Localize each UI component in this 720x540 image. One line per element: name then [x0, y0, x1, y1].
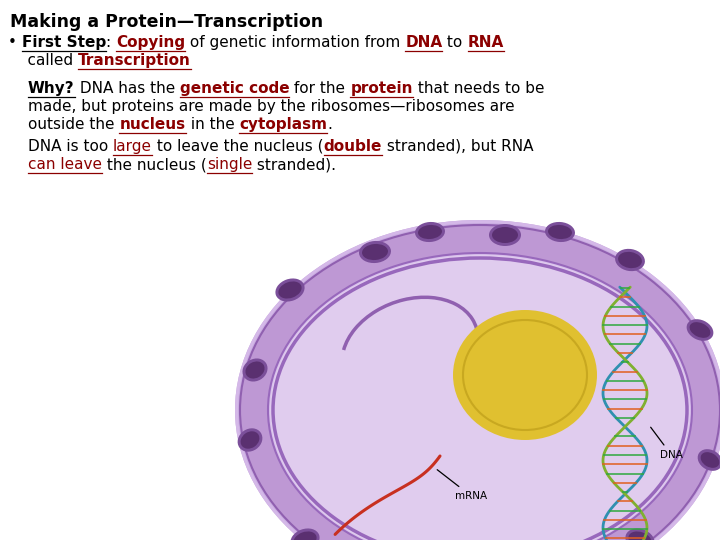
Ellipse shape: [415, 222, 445, 242]
Ellipse shape: [463, 320, 587, 430]
Ellipse shape: [293, 531, 317, 540]
Text: DNA: DNA: [651, 427, 683, 460]
Text: the nucleus (: the nucleus (: [102, 157, 207, 172]
Ellipse shape: [489, 224, 521, 246]
Text: Transcription: Transcription: [78, 53, 191, 68]
Text: that needs to be: that needs to be: [413, 80, 544, 96]
Ellipse shape: [698, 449, 720, 471]
Ellipse shape: [240, 431, 259, 449]
Text: to: to: [442, 35, 467, 50]
Ellipse shape: [687, 319, 714, 341]
Text: to leave the nucleus (: to leave the nucleus (: [152, 139, 323, 154]
Ellipse shape: [626, 529, 654, 540]
Ellipse shape: [243, 359, 268, 382]
Text: stranded), but RNA: stranded), but RNA: [382, 139, 534, 154]
Ellipse shape: [268, 253, 692, 540]
Text: DNA: DNA: [405, 35, 442, 50]
Ellipse shape: [458, 315, 592, 435]
Text: large: large: [113, 139, 152, 154]
Ellipse shape: [270, 255, 690, 540]
Text: made, but proteins are made by the ribosomes—ribosomes are: made, but proteins are made by the ribos…: [28, 99, 515, 114]
Ellipse shape: [241, 226, 719, 540]
Text: nucleus: nucleus: [120, 117, 186, 132]
Ellipse shape: [362, 244, 388, 260]
Text: Copying: Copying: [116, 35, 185, 50]
Text: First Step: First Step: [22, 35, 106, 50]
Text: protein: protein: [350, 80, 413, 96]
Text: RNA: RNA: [467, 35, 504, 50]
Text: genetic code: genetic code: [180, 80, 289, 96]
Text: for the: for the: [289, 80, 350, 96]
Ellipse shape: [240, 225, 720, 540]
Text: .: .: [327, 117, 332, 132]
Text: outside the: outside the: [28, 117, 120, 132]
Ellipse shape: [690, 322, 711, 338]
Ellipse shape: [279, 281, 302, 299]
Text: called: called: [8, 53, 78, 68]
Ellipse shape: [238, 428, 262, 451]
Ellipse shape: [545, 222, 575, 242]
Ellipse shape: [418, 225, 442, 239]
Ellipse shape: [276, 279, 305, 301]
Text: Making a Protein—Transcription: Making a Protein—Transcription: [10, 13, 323, 31]
Text: in the: in the: [186, 117, 239, 132]
Ellipse shape: [235, 220, 720, 540]
Ellipse shape: [359, 241, 391, 263]
Ellipse shape: [618, 252, 642, 268]
Text: cytoplasm: cytoplasm: [239, 117, 327, 132]
Text: can leave: can leave: [28, 157, 102, 172]
Text: Why?: Why?: [28, 80, 75, 96]
Text: mRNA: mRNA: [437, 470, 487, 501]
Ellipse shape: [453, 310, 597, 440]
Ellipse shape: [235, 220, 720, 540]
Ellipse shape: [615, 249, 645, 271]
Text: double: double: [323, 139, 382, 154]
Ellipse shape: [701, 452, 719, 468]
Ellipse shape: [492, 227, 518, 243]
Ellipse shape: [629, 531, 652, 540]
Ellipse shape: [290, 529, 320, 540]
Text: :: :: [106, 35, 116, 50]
Ellipse shape: [238, 223, 720, 540]
Text: stranded).: stranded).: [252, 157, 336, 172]
Ellipse shape: [548, 225, 572, 239]
Text: DNA is too: DNA is too: [28, 139, 113, 154]
Text: of genetic information from: of genetic information from: [185, 35, 405, 50]
Text: •: •: [8, 35, 22, 50]
Text: single: single: [207, 157, 252, 172]
Ellipse shape: [246, 361, 264, 379]
Text: DNA has the: DNA has the: [75, 80, 180, 96]
